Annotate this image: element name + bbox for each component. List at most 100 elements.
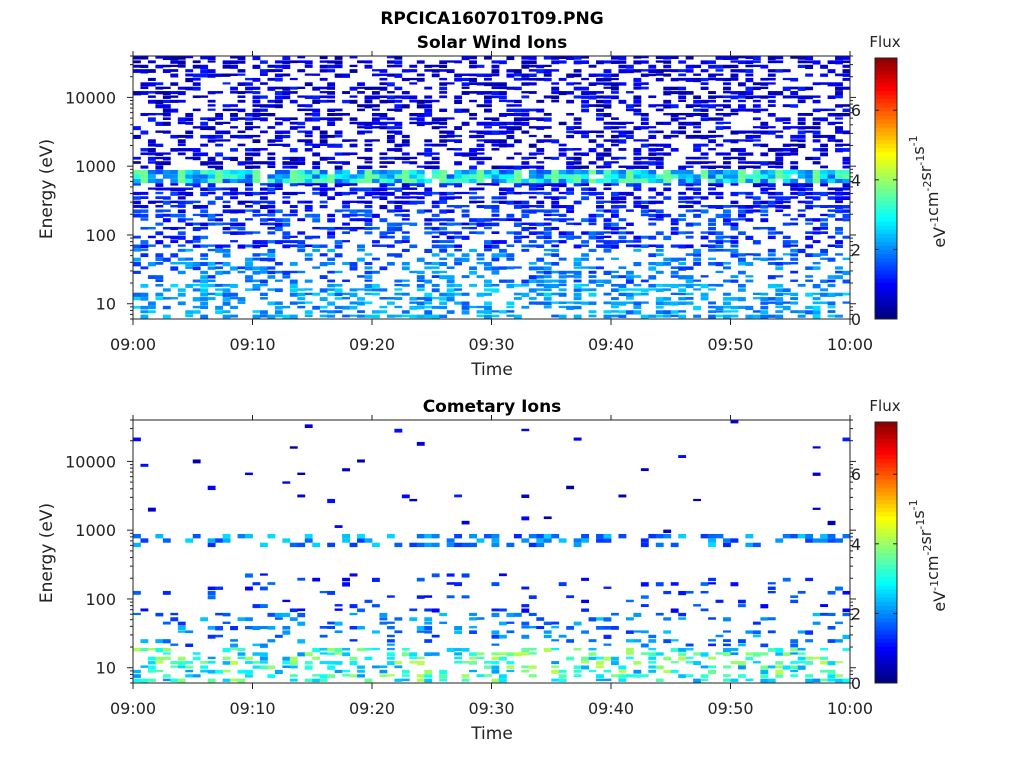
heat-cell <box>596 165 604 169</box>
heat-cell <box>312 143 321 149</box>
heat-cell <box>723 99 731 103</box>
heat-cell <box>760 305 769 310</box>
heat-cell <box>528 69 537 72</box>
heat-cell <box>528 262 537 265</box>
heat-cell <box>625 647 634 653</box>
heat-cell <box>782 213 791 217</box>
heat-cell <box>715 652 724 655</box>
heat-cell <box>342 262 350 265</box>
heat-cell <box>782 292 791 296</box>
heat-cell <box>558 283 567 287</box>
heat-cell <box>491 69 500 74</box>
heat-cell <box>439 139 448 143</box>
heat-cell <box>259 253 268 256</box>
heat-cell <box>386 178 395 184</box>
heat-cell <box>394 661 403 665</box>
heat-cell <box>155 275 164 280</box>
heat-cell <box>476 130 485 135</box>
heat-cell <box>752 56 761 61</box>
heat-cell <box>693 222 702 226</box>
heat-cell <box>596 235 604 240</box>
heat-cell <box>528 266 537 271</box>
heat-cell <box>767 165 776 169</box>
heat-cell <box>730 218 739 221</box>
heat-cell <box>633 183 642 188</box>
heat-cell <box>491 139 500 144</box>
heat-cell <box>140 314 149 319</box>
heat-cell <box>491 82 500 87</box>
heat-cell <box>484 674 492 677</box>
heat-cell <box>386 661 395 666</box>
heat-cell <box>386 60 395 64</box>
heat-cell <box>558 169 567 175</box>
heat-cell <box>708 165 716 170</box>
colorbar-swatch <box>875 556 897 562</box>
heat-cell <box>259 117 268 122</box>
heat-cell <box>386 262 395 266</box>
heat-cell <box>723 647 731 653</box>
heat-cell <box>715 213 724 219</box>
heat-cell <box>700 665 709 669</box>
heat-cell <box>349 200 358 203</box>
heat-cell <box>222 64 231 69</box>
heat-cell <box>446 82 455 85</box>
heat-cell <box>431 270 440 274</box>
heat-cell <box>484 533 492 539</box>
heat-cell <box>155 178 164 184</box>
heat-cell <box>730 297 739 301</box>
heat-cell <box>708 130 716 133</box>
heat-cell <box>424 279 433 284</box>
heat-cell <box>140 647 149 651</box>
heat-cell <box>805 639 814 643</box>
heat-cell <box>506 134 515 140</box>
heat-cell <box>812 612 821 617</box>
heat-cell <box>723 174 731 179</box>
heat-cell <box>215 91 224 94</box>
heat-cell <box>528 174 537 179</box>
heat-cell <box>827 60 836 65</box>
heat-cell <box>252 652 261 656</box>
heat-cell <box>805 178 814 184</box>
heat-cell <box>835 266 843 270</box>
heat-cell <box>484 82 492 87</box>
heat-cell <box>327 95 336 99</box>
heat-cell <box>304 301 313 304</box>
heat-cell <box>618 139 627 144</box>
heat-cell <box>267 104 276 108</box>
heat-cell <box>439 292 448 297</box>
heat-cell <box>491 130 500 135</box>
heat-cell <box>528 244 537 248</box>
heat-cell <box>416 152 425 156</box>
heat-cell <box>424 678 433 683</box>
heat-cell <box>297 178 306 184</box>
heat-cell <box>185 200 194 205</box>
heat-cell <box>222 244 231 248</box>
heat-cell <box>663 152 672 156</box>
heat-cell <box>588 310 597 314</box>
heat-cell <box>476 73 485 77</box>
heat-cell <box>140 165 149 169</box>
heat-cell <box>170 108 179 113</box>
colorbar-swatch <box>875 90 897 96</box>
heat-cell <box>200 226 209 230</box>
heat-cell <box>349 99 358 104</box>
heat-cell <box>708 262 716 266</box>
heat-cell <box>185 661 194 664</box>
heat-cell <box>252 270 261 275</box>
heat-cell <box>640 209 649 214</box>
x-tick-label: 09:20 <box>349 699 395 718</box>
heat-cell <box>708 104 716 109</box>
heat-cell <box>215 178 224 184</box>
heat-cell <box>140 639 149 644</box>
heat-cell <box>454 191 463 195</box>
x-tick-label: 10:00 <box>827 335 873 354</box>
heat-cell <box>185 630 194 634</box>
heat-cell <box>700 244 709 248</box>
heat-cell <box>334 647 343 653</box>
heat-cell <box>147 169 156 175</box>
heat-cell <box>416 191 425 195</box>
heat-cell <box>162 174 171 179</box>
heat-cell <box>461 595 470 599</box>
colorbar-swatch <box>875 127 897 132</box>
heat-cell <box>200 244 209 248</box>
